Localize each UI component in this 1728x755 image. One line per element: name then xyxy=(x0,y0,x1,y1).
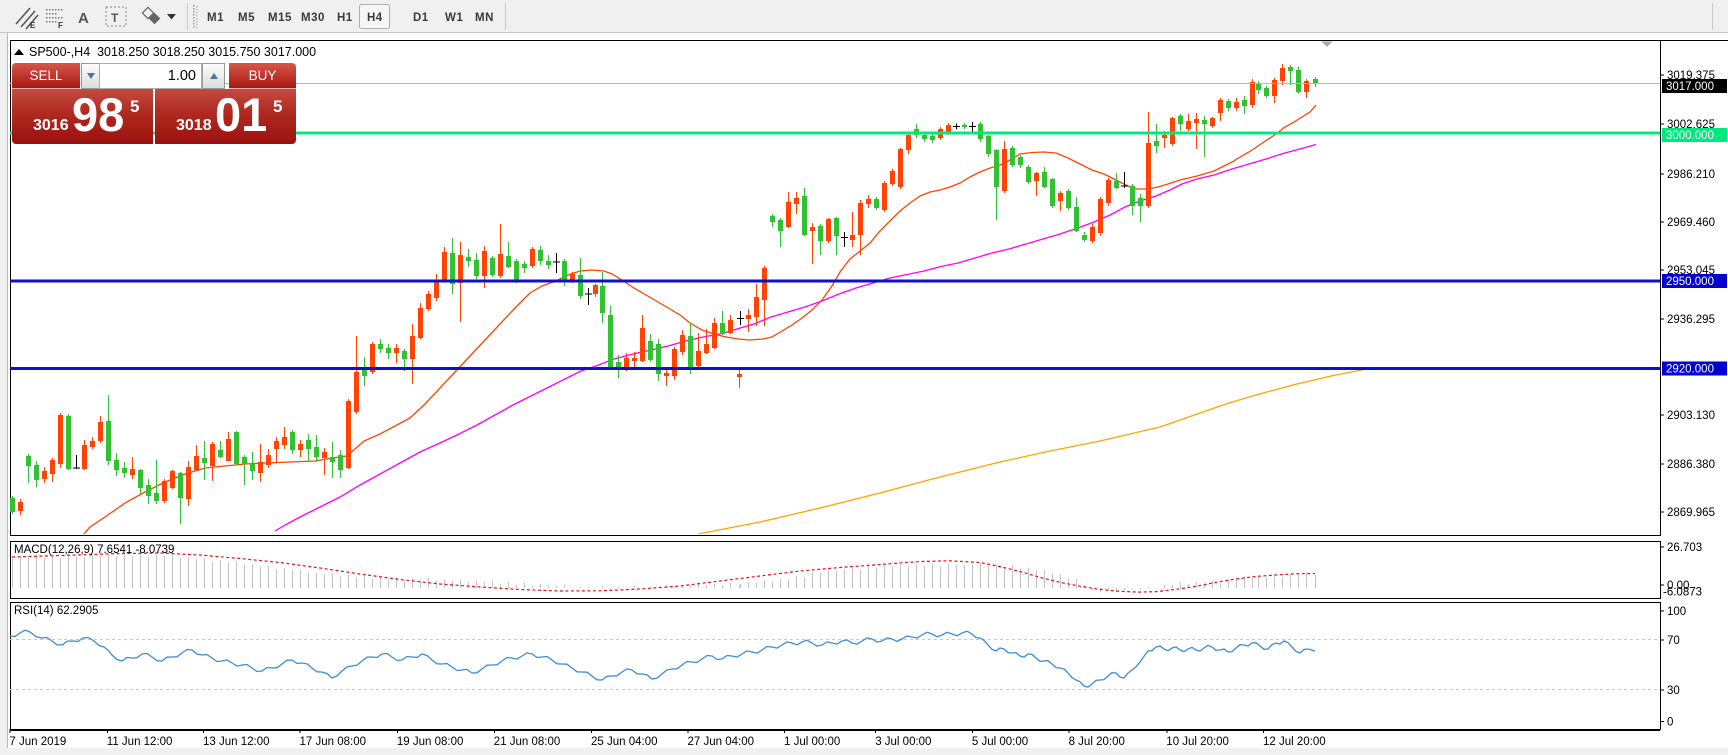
svg-text:F: F xyxy=(58,21,63,30)
svg-text:0.00: 0.00 xyxy=(1667,580,1689,592)
svg-text:25 Jun 04:00: 25 Jun 04:00 xyxy=(591,736,658,748)
svg-text:70: 70 xyxy=(1667,635,1680,647)
svg-text:12 Jul 20:00: 12 Jul 20:00 xyxy=(1263,736,1326,748)
svg-text:30: 30 xyxy=(1667,685,1680,697)
svg-text:SP500-,H4 3018.250 3018.250 3: SP500-,H4 3018.250 3018.250 3015.750 301… xyxy=(29,45,316,59)
svg-text:T: T xyxy=(111,11,119,25)
svg-text:E: E xyxy=(30,21,36,30)
svg-text:D1: D1 xyxy=(413,12,429,24)
svg-text:27 Jun 04:00: 27 Jun 04:00 xyxy=(688,736,755,748)
svg-text:7 Jun 2019: 7 Jun 2019 xyxy=(9,736,66,748)
svg-text:5 Jul 00:00: 5 Jul 00:00 xyxy=(972,736,1028,748)
svg-text:M15: M15 xyxy=(268,12,292,24)
svg-text:21 Jun 08:00: 21 Jun 08:00 xyxy=(494,736,561,748)
svg-text:M30: M30 xyxy=(301,12,325,24)
svg-text:MACD(12,26,9) 7.6541 -8.0739: MACD(12,26,9) 7.6541 -8.0739 xyxy=(14,544,174,556)
svg-text:26.703: 26.703 xyxy=(1667,542,1702,554)
svg-text:-6.0873: -6.0873 xyxy=(1663,587,1702,599)
svg-text:10 Jul 20:00: 10 Jul 20:00 xyxy=(1166,736,1229,748)
svg-text:100: 100 xyxy=(1667,606,1686,618)
svg-text:17 Jun 08:00: 17 Jun 08:00 xyxy=(300,736,367,748)
svg-text:3017.000: 3017.000 xyxy=(1666,81,1714,93)
svg-text:2886.380: 2886.380 xyxy=(1667,459,1715,471)
svg-text:11 Jun 12:00: 11 Jun 12:00 xyxy=(107,736,173,748)
svg-text:2920.000: 2920.000 xyxy=(1666,364,1714,376)
svg-text:8 Jul 20:00: 8 Jul 20:00 xyxy=(1069,736,1125,748)
svg-text:2869.965: 2869.965 xyxy=(1667,507,1715,519)
svg-text:2969.460: 2969.460 xyxy=(1667,217,1715,229)
svg-text:3000.000: 3000.000 xyxy=(1666,130,1714,142)
svg-text:2903.130: 2903.130 xyxy=(1667,410,1715,422)
svg-text:H4: H4 xyxy=(367,12,383,24)
svg-text:RSI(14) 62.2905: RSI(14) 62.2905 xyxy=(14,605,98,617)
svg-text:0: 0 xyxy=(1667,717,1673,729)
svg-text:19 Jun 08:00: 19 Jun 08:00 xyxy=(397,736,464,748)
svg-text:A: A xyxy=(78,10,89,27)
svg-text:2986.210: 2986.210 xyxy=(1667,169,1715,181)
svg-text:M5: M5 xyxy=(238,12,255,24)
svg-text:M1: M1 xyxy=(207,12,224,24)
svg-text:MN: MN xyxy=(475,12,494,24)
svg-text:3 Jul 00:00: 3 Jul 00:00 xyxy=(875,736,931,748)
svg-text:2950.000: 2950.000 xyxy=(1666,276,1714,288)
svg-text:1 Jul 00:00: 1 Jul 00:00 xyxy=(784,736,840,748)
svg-text:13 Jun 12:00: 13 Jun 12:00 xyxy=(203,736,270,748)
svg-text:2936.295: 2936.295 xyxy=(1667,314,1715,326)
svg-text:H1: H1 xyxy=(337,12,353,24)
svg-text:W1: W1 xyxy=(445,12,463,24)
